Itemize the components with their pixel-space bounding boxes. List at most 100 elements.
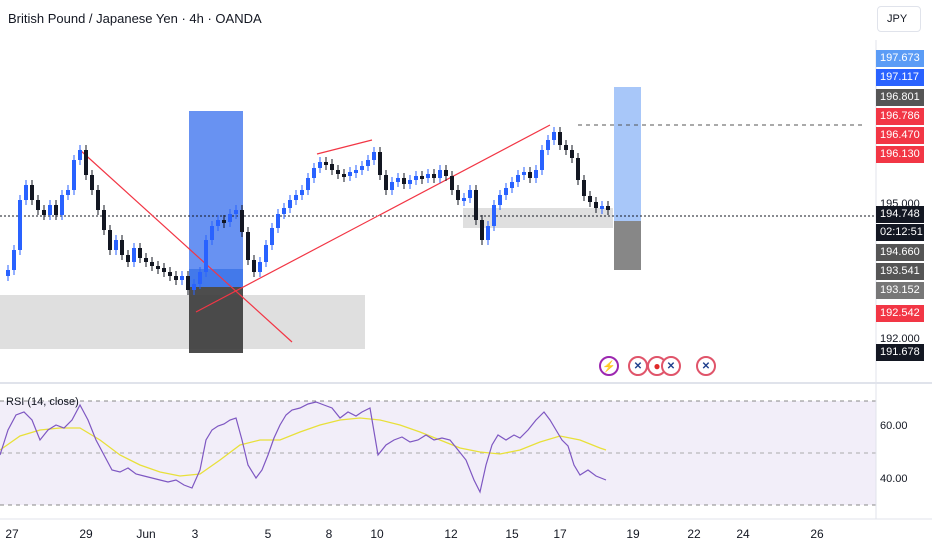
lightning-icon[interactable]: ⚡ bbox=[599, 356, 619, 376]
candle[interactable] bbox=[84, 150, 88, 175]
rsi-line[interactable] bbox=[0, 401, 607, 494]
candle[interactable] bbox=[150, 262, 154, 266]
candle[interactable] bbox=[216, 220, 220, 226]
long-position-target[interactable] bbox=[189, 111, 243, 269]
downtrend-line[interactable] bbox=[79, 149, 293, 343]
candle[interactable] bbox=[504, 188, 508, 195]
candle[interactable] bbox=[570, 150, 574, 158]
candle[interactable] bbox=[60, 195, 64, 215]
candle[interactable] bbox=[186, 276, 190, 290]
long-position-entry[interactable] bbox=[189, 269, 243, 287]
candle[interactable] bbox=[480, 220, 484, 240]
candle[interactable] bbox=[534, 170, 538, 178]
candle[interactable] bbox=[348, 172, 352, 176]
candle[interactable] bbox=[324, 162, 328, 165]
candle[interactable] bbox=[48, 205, 52, 215]
candle[interactable] bbox=[258, 262, 262, 272]
candle[interactable] bbox=[120, 240, 124, 255]
candle[interactable] bbox=[66, 190, 70, 195]
uk-flag-icon[interactable]: ✕ bbox=[628, 356, 648, 376]
short-trendline[interactable] bbox=[316, 139, 373, 155]
candle[interactable] bbox=[204, 240, 208, 272]
uk-flag-icon[interactable]: ✕ bbox=[661, 356, 681, 376]
candle[interactable] bbox=[390, 182, 394, 190]
candle[interactable] bbox=[78, 150, 82, 160]
candle[interactable] bbox=[198, 272, 202, 284]
candle[interactable] bbox=[402, 178, 406, 184]
candle[interactable] bbox=[336, 170, 340, 174]
candle[interactable] bbox=[552, 132, 556, 140]
candle[interactable] bbox=[240, 210, 244, 232]
rsi-ma-line[interactable] bbox=[0, 417, 607, 477]
candle[interactable] bbox=[420, 176, 424, 179]
candle[interactable] bbox=[282, 208, 286, 214]
candle[interactable] bbox=[162, 268, 166, 272]
candle[interactable] bbox=[492, 205, 496, 226]
candle[interactable] bbox=[54, 205, 58, 215]
candle[interactable] bbox=[156, 266, 160, 269]
candle[interactable] bbox=[468, 190, 472, 198]
candle[interactable] bbox=[600, 206, 604, 209]
candle[interactable] bbox=[294, 195, 298, 200]
candlestick-series[interactable] bbox=[6, 127, 610, 295]
future-position-stop[interactable] bbox=[614, 221, 641, 270]
rsi-title[interactable]: RSI (14, close) bbox=[6, 396, 79, 408]
candle[interactable] bbox=[246, 232, 250, 260]
candle[interactable] bbox=[456, 190, 460, 200]
candle[interactable] bbox=[114, 240, 118, 250]
candle[interactable] bbox=[42, 210, 46, 215]
supply-zone-right[interactable] bbox=[463, 208, 613, 228]
candle[interactable] bbox=[300, 190, 304, 195]
candle[interactable] bbox=[36, 200, 40, 210]
candle[interactable] bbox=[102, 210, 106, 230]
candle[interactable] bbox=[96, 190, 100, 210]
candle[interactable] bbox=[360, 166, 364, 170]
candle[interactable] bbox=[174, 276, 178, 280]
candle[interactable] bbox=[540, 150, 544, 170]
candle[interactable] bbox=[12, 250, 16, 270]
candle[interactable] bbox=[408, 180, 412, 184]
uptrend-line[interactable] bbox=[195, 124, 551, 313]
candle[interactable] bbox=[264, 245, 268, 262]
candle[interactable] bbox=[132, 248, 136, 262]
candle[interactable] bbox=[168, 272, 172, 276]
candle[interactable] bbox=[342, 174, 346, 177]
candle[interactable] bbox=[312, 168, 316, 178]
candle[interactable] bbox=[210, 226, 214, 240]
candle[interactable] bbox=[288, 200, 292, 208]
candle[interactable] bbox=[270, 228, 274, 245]
candle[interactable] bbox=[486, 226, 490, 240]
candle[interactable] bbox=[30, 185, 34, 200]
candle[interactable] bbox=[138, 248, 142, 258]
candle[interactable] bbox=[126, 255, 130, 262]
long-position-stop[interactable] bbox=[189, 287, 243, 353]
future-position-target[interactable] bbox=[614, 87, 641, 221]
candle[interactable] bbox=[222, 220, 226, 223]
candle[interactable] bbox=[444, 170, 448, 176]
candle[interactable] bbox=[414, 176, 418, 180]
candle[interactable] bbox=[516, 175, 520, 182]
candle[interactable] bbox=[372, 152, 376, 160]
candle[interactable] bbox=[528, 172, 532, 178]
candle[interactable] bbox=[384, 175, 388, 190]
candle[interactable] bbox=[6, 270, 10, 276]
candle[interactable] bbox=[426, 174, 430, 178]
candle[interactable] bbox=[498, 195, 502, 205]
candle[interactable] bbox=[522, 172, 526, 175]
candle[interactable] bbox=[588, 196, 592, 202]
candle[interactable] bbox=[474, 190, 478, 220]
uk-flag-icon[interactable]: ✕ bbox=[696, 356, 716, 376]
candle[interactable] bbox=[438, 170, 442, 178]
demand-zone-left[interactable] bbox=[0, 295, 365, 349]
candle[interactable] bbox=[180, 276, 184, 280]
candle[interactable] bbox=[432, 174, 436, 178]
candle[interactable] bbox=[252, 260, 256, 272]
candle[interactable] bbox=[90, 175, 94, 190]
candle[interactable] bbox=[318, 162, 322, 168]
candle[interactable] bbox=[108, 230, 112, 250]
candle[interactable] bbox=[24, 185, 28, 200]
candle[interactable] bbox=[510, 182, 514, 188]
candle[interactable] bbox=[546, 140, 550, 150]
candle[interactable] bbox=[594, 202, 598, 208]
candle[interactable] bbox=[144, 258, 148, 262]
